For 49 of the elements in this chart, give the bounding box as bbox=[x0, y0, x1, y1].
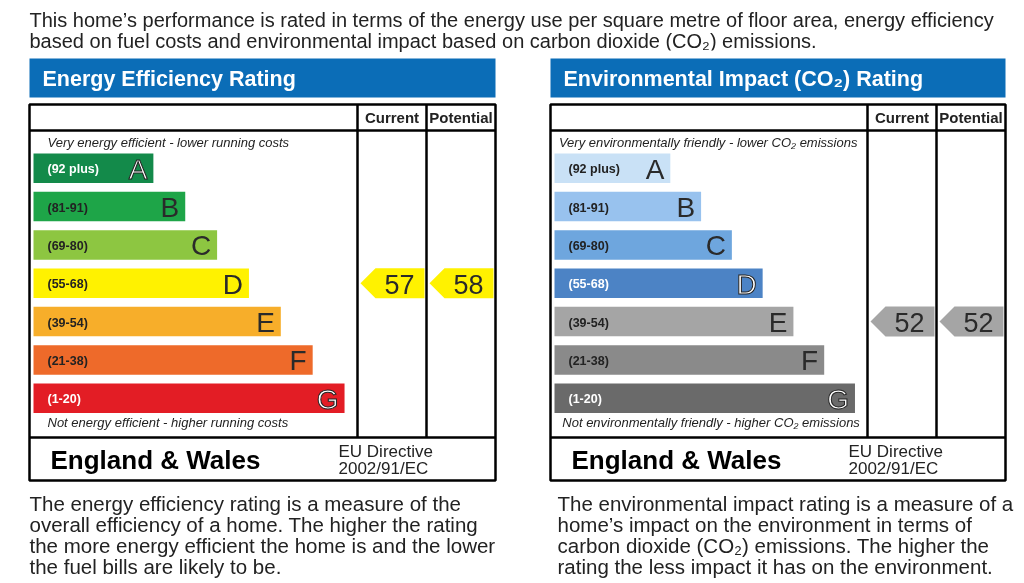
category-label: B bbox=[160, 192, 180, 224]
data-label: 52 bbox=[894, 308, 925, 339]
text: Current bbox=[874, 109, 930, 126]
text: (55-68) bbox=[47, 277, 88, 292]
text: (1-20) bbox=[47, 392, 81, 407]
text: This home’s performance is rated in terms of the energy use per square metre of floor area, energy efficiency based on fuel costs and environmental impact based on carbon dioxide (CO₂) emissions. bbox=[29, 8, 994, 52]
category-label: D bbox=[222, 268, 243, 300]
text: England & Wales bbox=[571, 444, 782, 475]
text: Not energy efficient - higher running costs bbox=[47, 414, 289, 430]
text: (21-38) bbox=[568, 353, 609, 368]
text: (69-80) bbox=[568, 238, 609, 253]
text: (92 plus) bbox=[568, 162, 620, 177]
text: Current bbox=[364, 109, 420, 126]
text: Not environmentally friendly - higher CO₂ emissions bbox=[562, 414, 861, 430]
text: (69-80) bbox=[47, 238, 88, 253]
text: EU Directive 2002/91/EC bbox=[848, 442, 943, 478]
text: (1-20) bbox=[568, 392, 602, 407]
category-label: G bbox=[827, 383, 849, 415]
text: The environmental impact rating is a measure of a home’s impact on the environment in terms of carbon dioxide (CO₂) emissions. The higher the rating the less impact it has on the environment. bbox=[557, 492, 1014, 578]
data-label: 52 bbox=[963, 308, 994, 339]
text: EU Directive 2002/91/EC bbox=[338, 442, 433, 478]
text: The energy efficiency rating is a measure of the overall efficiency of a home. The higher the rating the more energy efficient the home is and the lower the fuel bills are likely to be. bbox=[29, 492, 496, 578]
text: (39-54) bbox=[568, 315, 609, 330]
text: Potential bbox=[939, 109, 1003, 126]
category-label: B bbox=[676, 192, 696, 224]
text: Very energy efficient - lower running costs bbox=[47, 135, 290, 150]
data-label: 58 bbox=[453, 269, 484, 300]
text: England & Wales bbox=[50, 444, 261, 475]
text: (92 plus) bbox=[47, 162, 99, 177]
text: Potential bbox=[429, 109, 493, 126]
category-label: G bbox=[316, 383, 339, 415]
category-label: D bbox=[736, 268, 757, 300]
text: Energy Efficiency Rating bbox=[42, 66, 296, 91]
text: Very environmentally friendly - lower CO₂ emissions bbox=[558, 135, 858, 150]
category-label: A bbox=[645, 153, 665, 185]
category-label: F bbox=[289, 345, 307, 377]
text: (55-68) bbox=[568, 277, 609, 292]
text: (81-91) bbox=[47, 200, 88, 215]
category-label: E bbox=[768, 307, 788, 339]
text: (21-38) bbox=[47, 353, 88, 368]
category-label: A bbox=[128, 153, 148, 185]
text: Environmental Impact (CO₂) Rating bbox=[563, 66, 924, 91]
data-label: 57 bbox=[384, 269, 415, 300]
category-label: E bbox=[256, 307, 275, 339]
text: (81-91) bbox=[568, 200, 609, 215]
category-label: C bbox=[190, 230, 212, 262]
category-label: F bbox=[801, 345, 819, 377]
text: (39-54) bbox=[47, 315, 88, 330]
category-label: C bbox=[705, 230, 726, 262]
